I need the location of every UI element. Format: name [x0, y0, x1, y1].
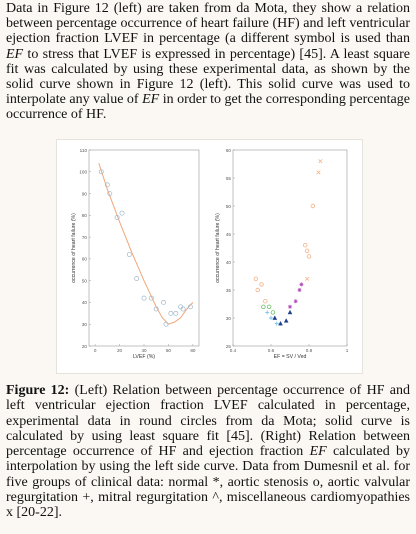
plot-panel-left: 20 30 40 50 60 70 80 90 100 110 0 20 40 60 80 LVEF (%) o…: [71, 148, 200, 360]
figure-12-plots: 20 30 40 50 60 70 80 90 100 110 0 20 40 60 80 LVEF (%) o…: [71, 148, 349, 360]
y-tick-label: 25: [226, 344, 232, 349]
x-tick-label: 80: [190, 348, 196, 353]
x-tick-label: 1: [346, 348, 349, 353]
y-tick-label: 90: [82, 191, 88, 196]
data-point: [180, 306, 186, 312]
y-tick-label: 40: [226, 260, 232, 265]
y-tick-label: 100: [79, 170, 87, 175]
data-point: [163, 321, 169, 327]
y-tick-label: 60: [82, 257, 88, 262]
data-point-triangle: [287, 309, 293, 315]
x-axis-label: EF = SV / Ved: [274, 354, 307, 360]
para-ef-1: EF: [6, 46, 24, 62]
y-tick-label: 30: [226, 316, 232, 321]
y-tick-label: 110: [80, 148, 88, 153]
caption-label: Figure 12:: [6, 383, 70, 398]
data-point: [153, 306, 159, 312]
y-tick-label: 30: [82, 322, 88, 327]
data-point-circle: [306, 254, 312, 259]
data-point-star: [299, 282, 304, 287]
x-tick-label: 20: [117, 348, 123, 353]
data-point-cross: [316, 170, 321, 175]
caption-text-end: calculated by interpolation by using the…: [6, 444, 410, 521]
y-tick-label: 80: [82, 213, 88, 218]
x-tick-label: 0.8: [306, 348, 313, 353]
y-tick-label: 40: [82, 300, 88, 305]
y-tick-label: 20: [82, 344, 88, 349]
data-point-cross: [318, 159, 323, 164]
x-tick-label: 0.6: [268, 348, 275, 353]
plot-frame: [232, 149, 348, 347]
figure-caption: Figure 12: (Left) Relation between perce…: [6, 383, 410, 521]
para-text-2: to stress that LVEF is expressed in perc…: [6, 46, 410, 108]
data-point-circle: [302, 242, 308, 248]
figure-12: 20 30 40 50 60 70 80 90 100 110 0 20 40 60 80 LVEF (%) o…: [56, 139, 363, 374]
caption-ef: EF: [309, 444, 327, 460]
y-axis-label: occurrence of heart failure (%): [215, 213, 221, 283]
data-point-triangle: [278, 320, 283, 326]
data-point-circle: [263, 298, 268, 304]
data-point-circle: [253, 276, 258, 281]
data-point: [114, 215, 120, 220]
data-point: [119, 210, 125, 216]
y-tick-label: 55: [226, 176, 232, 181]
x-tick-label: 0: [94, 348, 97, 353]
y-tick-label: 70: [82, 235, 88, 240]
y-tick-label: 35: [226, 288, 232, 293]
para-text-1: Data in Figure 12 (left) are taken from …: [6, 1, 410, 47]
data-point-circle: [310, 203, 315, 209]
data-point: [134, 276, 140, 281]
data-point-circle: [304, 248, 310, 253]
data-point: [148, 295, 154, 301]
data-point: [173, 310, 179, 316]
data-point-triangle: [272, 315, 278, 320]
data-point-star: [288, 304, 292, 309]
data-point-plus: [269, 316, 273, 320]
plot-frame: [88, 149, 200, 347]
para-ef-2: EF: [142, 92, 160, 108]
data-point-circle: [255, 287, 260, 293]
y-tick-label: 60: [226, 148, 232, 153]
data-point: [161, 299, 167, 305]
data-point: [104, 182, 110, 188]
data-point: [168, 310, 174, 316]
data-point-star: [297, 288, 302, 292]
data-point-star: [293, 299, 298, 304]
data-point-cross: [305, 276, 310, 281]
intro-paragraph: Data in Figure 12 (left) are taken from …: [6, 1, 410, 123]
x-tick-label: 40: [141, 348, 147, 353]
y-tick-label: 50: [226, 204, 232, 209]
data-point-circle: [261, 304, 266, 309]
data-point: [107, 191, 113, 197]
x-tick-label: 60: [166, 348, 172, 353]
x-axis-label: LVEF (%): [133, 354, 155, 360]
data-point-circle: [266, 304, 272, 309]
data-point: [187, 304, 193, 310]
data-point-plus: [274, 321, 279, 326]
y-tick-label: 45: [226, 232, 232, 237]
data-point-circle: [270, 310, 276, 315]
data-point: [141, 295, 147, 301]
fit-curve: [98, 162, 194, 325]
data-point: [98, 169, 104, 175]
data-point: [126, 252, 132, 257]
x-tick-label: 0.4: [230, 348, 237, 353]
data-point-triangle: [283, 318, 289, 323]
data-point-circle: [259, 282, 264, 287]
y-tick-label: 50: [82, 278, 88, 283]
data-point-plus: [265, 310, 270, 315]
para-text-3: in order to get the corresponding percen…: [6, 92, 410, 123]
plot-panel-right: 25 30 35 40 45 50 55 60 0.4 0.6 0.8 1 EF = SV / Ved o…: [215, 148, 349, 360]
caption-text: (Left) Relation between percentage occur…: [6, 383, 410, 460]
y-axis-label: occurrence of heart failure (%): [71, 213, 77, 283]
